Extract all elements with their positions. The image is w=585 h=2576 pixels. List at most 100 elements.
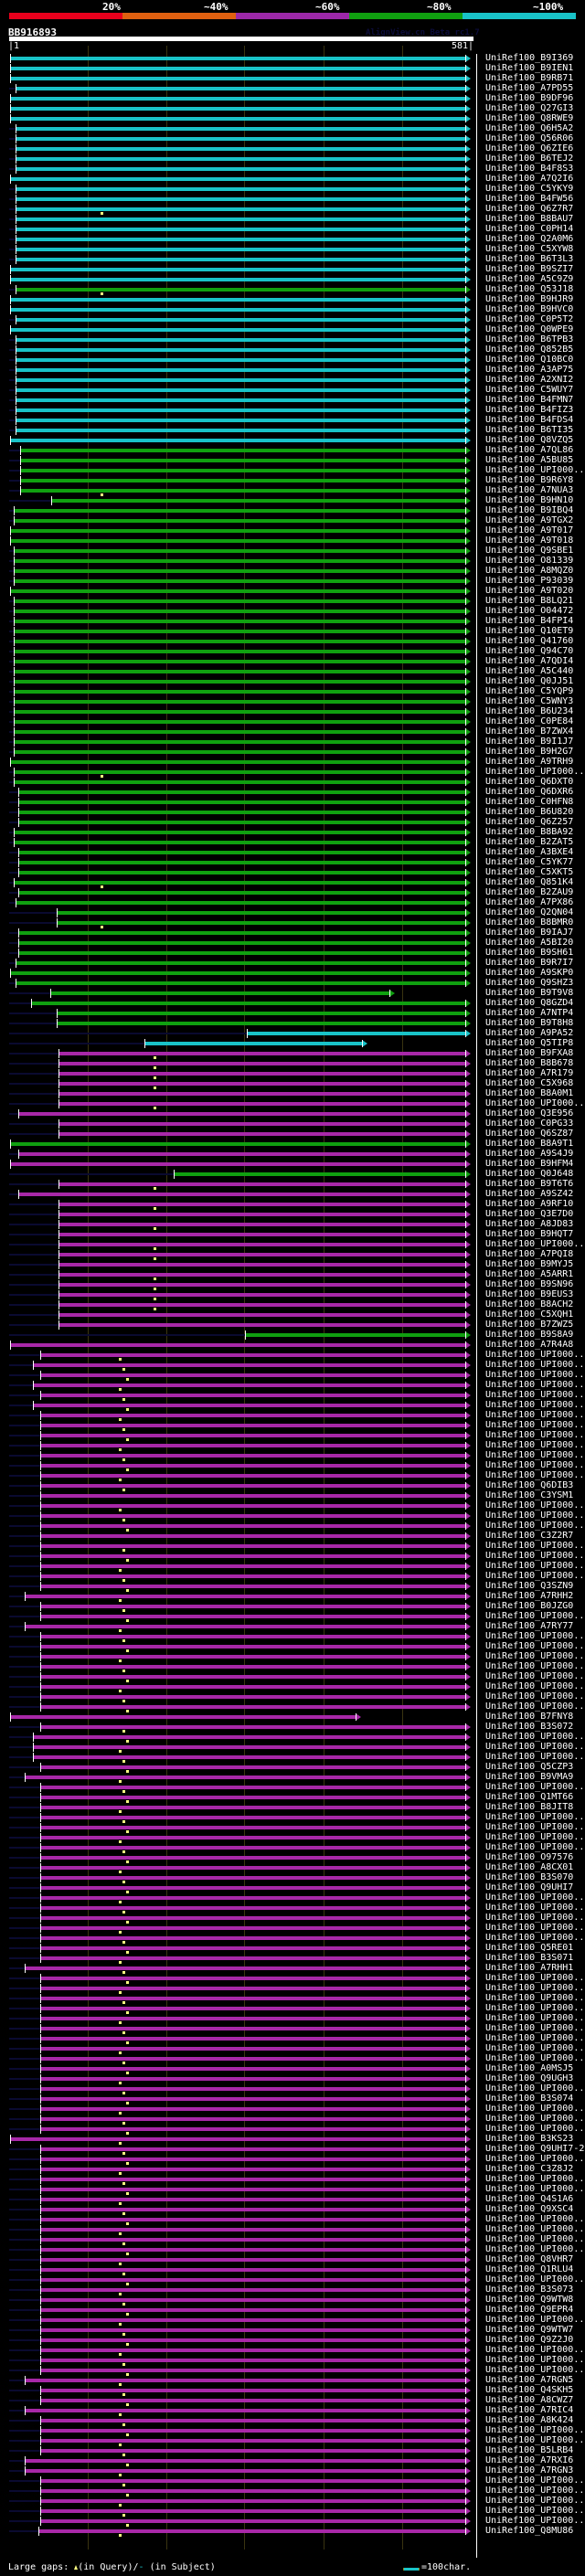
hit-label[interactable]: UniRef100_B8A0M1 xyxy=(485,1088,574,1098)
hit-label[interactable]: UniRef100_UPI000.. xyxy=(485,2244,585,2254)
alignment-row[interactable]: UniRef100_A7Q2I6 xyxy=(0,174,585,185)
alignment-row[interactable]: UniRef100_UPI000.. xyxy=(0,1370,585,1381)
hit-label[interactable]: UniRef100_UPI000.. xyxy=(485,2274,585,2284)
hit-label[interactable]: UniRef100_B6U820 xyxy=(485,807,574,817)
alignment-row[interactable]: UniRef100_B9DF96 xyxy=(0,93,585,104)
hit-label[interactable]: UniRef100_UPI000.. xyxy=(485,1511,585,1521)
alignment-row[interactable]: UniRef100_UPI000.. xyxy=(0,2234,585,2245)
hit-label[interactable]: UniRef100_Q0JJ51 xyxy=(485,676,574,686)
hit-label[interactable]: UniRef100_UPI000.. xyxy=(485,1933,585,1943)
hit-label[interactable]: UniRef100_A7R4A8 xyxy=(485,1340,574,1350)
hit-label[interactable]: UniRef100_UPI000.. xyxy=(485,1561,585,1571)
hit-label[interactable]: UniRef100_UPI000.. xyxy=(485,2023,585,2033)
alignment-row[interactable]: UniRef100_B9SN96 xyxy=(0,1279,585,1290)
hit-label[interactable]: UniRef100_UPI000.. xyxy=(485,2365,585,2375)
alignment-row[interactable]: UniRef100_UPI000.. xyxy=(0,2486,585,2496)
alignment-row[interactable]: UniRef100_O81339 xyxy=(0,556,585,567)
alignment-row[interactable]: UniRef100_UPI000.. xyxy=(0,1561,585,1572)
hit-label[interactable]: UniRef100_B9HQT7 xyxy=(485,1229,574,1239)
alignment-row[interactable]: UniRef100_UPI000.. xyxy=(0,2365,585,2376)
alignment-row[interactable]: UniRef100_Q9UHI7 xyxy=(0,1882,585,1893)
hit-label[interactable]: UniRef100_Q6SZ87 xyxy=(485,1129,574,1139)
alignment-row[interactable]: UniRef100_A7RGN5 xyxy=(0,2375,585,2386)
hit-label[interactable]: UniRef100_A9RF10 xyxy=(485,1199,574,1209)
alignment-row[interactable]: UniRef100_O97576 xyxy=(0,1852,585,1863)
hit-label[interactable]: UniRef100_A2XNI2 xyxy=(485,375,574,385)
hit-label[interactable]: UniRef100_Q6Z257 xyxy=(485,817,574,827)
alignment-row[interactable]: UniRef100_C5WNY3 xyxy=(0,696,585,707)
hit-label[interactable]: UniRef100_Q6DIB3 xyxy=(485,1480,574,1490)
alignment-row[interactable]: UniRef100_UPI000.. xyxy=(0,1521,585,1532)
alignment-row[interactable]: UniRef100_B9SZI7 xyxy=(0,264,585,275)
hit-label[interactable]: UniRef100_UPI000.. xyxy=(485,2315,585,2325)
hit-label[interactable]: UniRef100_C0P5T2 xyxy=(485,314,574,324)
alignment-row[interactable]: UniRef100_Q852B5 xyxy=(0,345,585,355)
hit-label[interactable]: UniRef100_A7RXI6 xyxy=(485,2455,574,2465)
alignment-row[interactable]: UniRef100_B9IBQ4 xyxy=(0,505,585,516)
alignment-row[interactable]: UniRef100_UPI000.. xyxy=(0,1933,585,1944)
alignment-row[interactable]: UniRef100_UPI000.. xyxy=(0,1923,585,1934)
alignment-row[interactable]: UniRef100_B8B678 xyxy=(0,1058,585,1069)
alignment-row[interactable]: UniRef100_UPI000.. xyxy=(0,1410,585,1421)
hit-label[interactable]: UniRef100_UPI000.. xyxy=(485,1440,585,1450)
alignment-row[interactable]: UniRef100_B8BA92 xyxy=(0,827,585,838)
hit-label[interactable]: UniRef100_B8B678 xyxy=(485,1058,574,1068)
alignment-row[interactable]: UniRef100_A8CX01 xyxy=(0,1862,585,1873)
alignment-row[interactable]: UniRef100_Q6DXT0 xyxy=(0,777,585,788)
hit-label[interactable]: UniRef100_A5BU85 xyxy=(485,455,574,465)
alignment-row[interactable]: UniRef100_Q0JJ51 xyxy=(0,676,585,687)
hit-label[interactable]: UniRef100_B5LRB4 xyxy=(485,2445,574,2455)
hit-label[interactable]: UniRef100_UPI000.. xyxy=(485,1973,585,1983)
hit-label[interactable]: UniRef100_Q9EPR4 xyxy=(485,2305,574,2315)
hit-label[interactable]: UniRef100_B9I1J7 xyxy=(485,737,574,747)
hit-label[interactable]: UniRef100_C0PH14 xyxy=(485,224,574,234)
alignment-row[interactable]: UniRef100_UPI000.. xyxy=(0,1701,585,1712)
hit-label[interactable]: UniRef100_Q3E956 xyxy=(485,1108,574,1118)
hit-label[interactable]: UniRef100_C5YKY9 xyxy=(485,184,574,194)
hit-label[interactable]: UniRef100_UPI000.. xyxy=(485,1822,585,1832)
hit-label[interactable]: UniRef100_UPI000.. xyxy=(485,1812,585,1822)
alignment-row[interactable]: UniRef100_A8K424 xyxy=(0,2415,585,2426)
alignment-row[interactable]: UniRef100_UPI000.. xyxy=(0,1440,585,1451)
alignment-row[interactable]: UniRef100_UPI000.. xyxy=(0,2003,585,2014)
alignment-row[interactable]: UniRef100_O04472 xyxy=(0,606,585,617)
alignment-row[interactable]: UniRef100_Q9WTW8 xyxy=(0,2295,585,2306)
hit-label[interactable]: UniRef100_UPI000.. xyxy=(485,2355,585,2365)
hit-label[interactable]: UniRef100_Q9UHI7 xyxy=(485,1882,574,1892)
hit-label[interactable]: UniRef100_UPI000.. xyxy=(485,1993,585,2003)
hit-label[interactable]: UniRef100_Q6DXT0 xyxy=(485,777,574,787)
alignment-row[interactable]: UniRef100_Q2A0M6 xyxy=(0,234,585,245)
hit-label[interactable]: UniRef100_B6TPB3 xyxy=(485,334,574,345)
alignment-row[interactable]: UniRef100_Q8RWE9 xyxy=(0,113,585,124)
alignment-row[interactable]: UniRef100_Q3E7D0 xyxy=(0,1209,585,1220)
alignment-row[interactable]: UniRef100_UPI000.. xyxy=(0,767,585,778)
alignment-row[interactable]: UniRef100_A9T018 xyxy=(0,535,585,546)
hit-label[interactable]: UniRef100_Q1RLU4 xyxy=(485,2264,574,2274)
alignment-row[interactable]: UniRef100_B4FIZ3 xyxy=(0,405,585,416)
hit-label[interactable]: UniRef100_C5XQH1 xyxy=(485,1309,574,1320)
hit-label[interactable]: UniRef100_A8CWZ7 xyxy=(485,2395,574,2405)
hit-label[interactable]: UniRef100_A9T018 xyxy=(485,535,574,546)
alignment-row[interactable]: UniRef100_Q9EPR4 xyxy=(0,2305,585,2316)
hit-label[interactable]: UniRef100_A7PX86 xyxy=(485,897,574,907)
hit-label[interactable]: UniRef100_O04472 xyxy=(485,606,574,616)
alignment-row[interactable]: UniRef100_A3AP75 xyxy=(0,365,585,376)
alignment-row[interactable]: UniRef100_UPI000.. xyxy=(0,2124,585,2135)
hit-label[interactable]: UniRef100_B3S073 xyxy=(485,2284,574,2295)
hit-label[interactable]: UniRef100_B9IEN1 xyxy=(485,63,574,73)
alignment-row[interactable]: UniRef100_UPI000.. xyxy=(0,1641,585,1652)
alignment-row[interactable]: UniRef100_A9SZ42 xyxy=(0,1189,585,1200)
hit-label[interactable]: UniRef100_Q9XSC4 xyxy=(485,2204,574,2214)
alignment-row[interactable]: UniRef100_Q0J648 xyxy=(0,1169,585,1180)
alignment-row[interactable]: UniRef100_UPI000.. xyxy=(0,1551,585,1562)
hit-label[interactable]: UniRef100_UPI000.. xyxy=(485,1239,585,1249)
hit-label[interactable]: UniRef100_UPI000.. xyxy=(485,1500,585,1511)
alignment-row[interactable]: UniRef100_UPI000.. xyxy=(0,1400,585,1411)
alignment-row[interactable]: UniRef100_B8JIT8 xyxy=(0,1802,585,1813)
alignment-row[interactable]: UniRef100_A7RIC4 xyxy=(0,2405,585,2416)
hit-label[interactable]: UniRef100_A9SZ42 xyxy=(485,1189,574,1199)
hit-label[interactable]: UniRef100_A7NTP4 xyxy=(485,1008,574,1018)
hit-label[interactable]: UniRef100_C5YQP9 xyxy=(485,686,574,696)
hit-label[interactable]: UniRef100_UPI000.. xyxy=(485,1892,585,1903)
alignment-row[interactable]: UniRef100_A9TRH9 xyxy=(0,757,585,768)
